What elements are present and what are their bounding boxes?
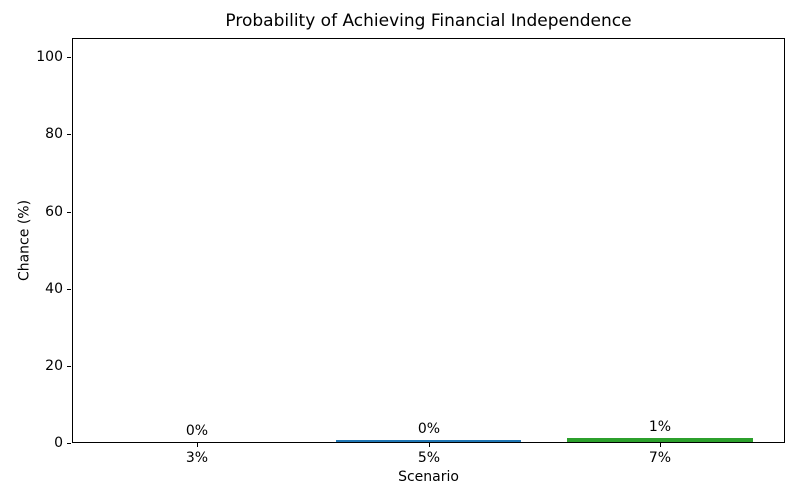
- y-tick-mark: [67, 443, 71, 444]
- bar-value-label: 1%: [648, 419, 672, 435]
- y-tick-label: 100: [36, 49, 63, 65]
- x-axis-label: Scenario: [398, 469, 459, 485]
- y-tick-mark: [67, 57, 71, 58]
- x-tick-label: 7%: [648, 450, 672, 466]
- x-tick-label: 5%: [417, 450, 441, 466]
- y-tick-label: 40: [45, 281, 63, 297]
- bar-value-label: 0%: [185, 423, 209, 439]
- y-tick-label: 0: [54, 435, 63, 451]
- y-axis-label: Chance (%): [16, 199, 33, 282]
- x-tick-label: 3%: [185, 450, 209, 466]
- y-tick-mark: [67, 366, 71, 367]
- bar-7%: [567, 438, 753, 442]
- y-tick-label: 20: [45, 358, 63, 374]
- plot-area: [72, 38, 785, 443]
- x-tick-mark: [429, 443, 430, 447]
- bar-value-label: 0%: [417, 421, 441, 437]
- y-tick-mark: [67, 212, 71, 213]
- bar-5%: [336, 440, 521, 442]
- y-tick-mark: [67, 134, 71, 135]
- x-tick-mark: [660, 443, 661, 447]
- x-tick-mark: [197, 443, 198, 447]
- y-tick-label: 60: [45, 204, 63, 220]
- y-tick-label: 80: [45, 126, 63, 142]
- chart-title: Probability of Achieving Financial Indep…: [225, 11, 632, 31]
- y-tick-mark: [67, 289, 71, 290]
